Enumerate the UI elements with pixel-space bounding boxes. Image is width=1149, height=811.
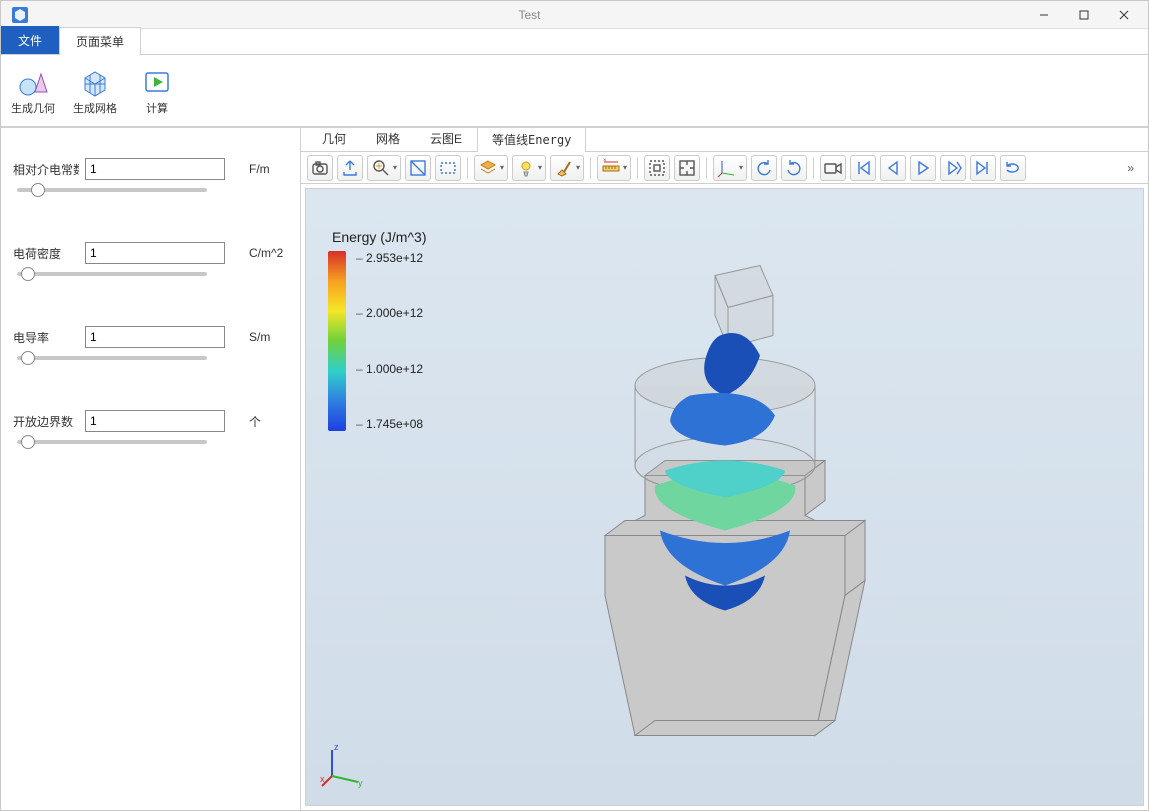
compute-label: 计算 [146, 100, 168, 116]
param-label: 相对介电常数 [13, 161, 79, 178]
skip-start-icon[interactable] [850, 155, 876, 181]
app-window: Test 文件 页面菜单 生成几何 生成网格 [0, 0, 1149, 811]
tab-geometry[interactable]: 几何 [307, 127, 361, 151]
main-area: 相对介电常数 F/m 电荷密度 C/m^2 电导率 S/m [1, 127, 1148, 810]
param-unit: C/m^2 [249, 246, 283, 260]
svg-text:z: z [334, 742, 339, 752]
window-title: Test [35, 8, 1024, 22]
step-back-icon[interactable] [880, 155, 906, 181]
loop-icon[interactable] [1000, 155, 1026, 181]
minimize-button[interactable] [1024, 1, 1064, 29]
model-render [515, 236, 935, 759]
permittivity-input[interactable] [85, 158, 225, 180]
compute-button[interactable]: 计算 [133, 66, 181, 116]
legend-mid-lo: 1.000e+12 [356, 362, 423, 376]
gen-geometry-label: 生成几何 [11, 100, 55, 116]
param-unit: S/m [249, 330, 270, 344]
conductivity-input[interactable] [85, 326, 225, 348]
ribbon-tabs: 文件 页面菜单 [1, 29, 1148, 55]
param-open-boundary: 开放边界数 个 [13, 410, 284, 444]
tab-isoline[interactable]: 等值线Energy [477, 127, 586, 152]
titlebar: Test [1, 1, 1148, 29]
charge-density-input[interactable] [85, 242, 225, 264]
rotate-ccw-icon[interactable] [751, 155, 777, 181]
legend-mid-hi: 2.000e+12 [356, 306, 423, 320]
tab-mesh[interactable]: 网格 [361, 127, 415, 151]
svg-text:y: y [358, 778, 363, 788]
center-icon[interactable] [674, 155, 700, 181]
legend-min: 1.745e+08 [356, 417, 423, 431]
play-icon[interactable] [910, 155, 936, 181]
legend-max: 2.953e+12 [356, 251, 423, 265]
zoom-fit-icon[interactable] [367, 155, 401, 181]
legend-title: Energy (J/m^3) [332, 229, 426, 245]
open-boundary-input[interactable] [85, 410, 225, 432]
app-icon [11, 6, 29, 24]
legend-color-bar [328, 251, 346, 431]
brush-icon[interactable] [550, 155, 584, 181]
param-conductivity: 电导率 S/m [13, 326, 284, 360]
param-label: 电导率 [13, 329, 79, 346]
gen-mesh-button[interactable]: 生成网格 [71, 66, 119, 116]
mesh-cube-icon [79, 66, 111, 98]
param-unit: F/m [249, 162, 270, 176]
param-unit: 个 [249, 413, 261, 430]
conductivity-slider[interactable] [17, 356, 207, 360]
measure-icon[interactable]: × [597, 155, 631, 181]
color-legend: Energy (J/m^3) 2.953e+12 2.000e+12 1.000… [328, 229, 426, 431]
gen-mesh-label: 生成网格 [73, 100, 117, 116]
parameters-panel: 相对介电常数 F/m 电荷密度 C/m^2 电导率 S/m [1, 128, 301, 810]
viewport-toolbar: × » [301, 152, 1148, 184]
param-label: 开放边界数 [13, 413, 79, 430]
viewport-area: 几何 网格 云图E 等值线Energy × » Energy (J/m^3) [301, 128, 1148, 810]
step-fwd-icon[interactable] [940, 155, 966, 181]
layers-icon[interactable] [474, 155, 508, 181]
select-box-icon[interactable] [405, 155, 431, 181]
ribbon-body: 生成几何 生成网格 计算 [1, 55, 1148, 127]
param-label: 电荷密度 [13, 245, 79, 262]
gen-geometry-button[interactable]: 生成几何 [9, 66, 57, 116]
skip-end-icon[interactable] [970, 155, 996, 181]
maximize-button[interactable] [1064, 1, 1104, 29]
camera-icon[interactable] [307, 155, 333, 181]
rotate-cw-icon[interactable] [781, 155, 807, 181]
param-charge-density: 电荷密度 C/m^2 [13, 242, 284, 276]
sphere-cone-icon [17, 66, 49, 98]
legend-ticks: 2.953e+12 2.000e+12 1.000e+12 1.745e+08 [356, 251, 423, 431]
marquee-icon[interactable] [644, 155, 670, 181]
param-permittivity: 相对介电常数 F/m [13, 158, 284, 192]
svg-text:x: x [320, 774, 325, 784]
svg-text:×: × [603, 158, 607, 164]
export-icon[interactable] [337, 155, 363, 181]
tab-cloud[interactable]: 云图E [415, 127, 477, 151]
record-icon[interactable] [820, 155, 846, 181]
permittivity-slider[interactable] [17, 188, 207, 192]
axis-triad-icon: z y x [320, 742, 366, 791]
ribbon-tab-page-menu[interactable]: 页面菜单 [59, 27, 141, 55]
ribbon-tab-file[interactable]: 文件 [1, 26, 59, 54]
view-tabs: 几何 网格 云图E 等值线Energy [301, 128, 1148, 152]
close-button[interactable] [1104, 1, 1144, 29]
select-rect-icon[interactable] [435, 155, 461, 181]
viewport-canvas[interactable]: Energy (J/m^3) 2.953e+12 2.000e+12 1.000… [305, 188, 1144, 806]
light-icon[interactable] [512, 155, 546, 181]
axes-icon[interactable] [713, 155, 747, 181]
play-rect-icon [141, 66, 173, 98]
charge-density-slider[interactable] [17, 272, 207, 276]
open-boundary-slider[interactable] [17, 440, 207, 444]
toolbar-overflow-icon[interactable]: » [1119, 161, 1142, 175]
